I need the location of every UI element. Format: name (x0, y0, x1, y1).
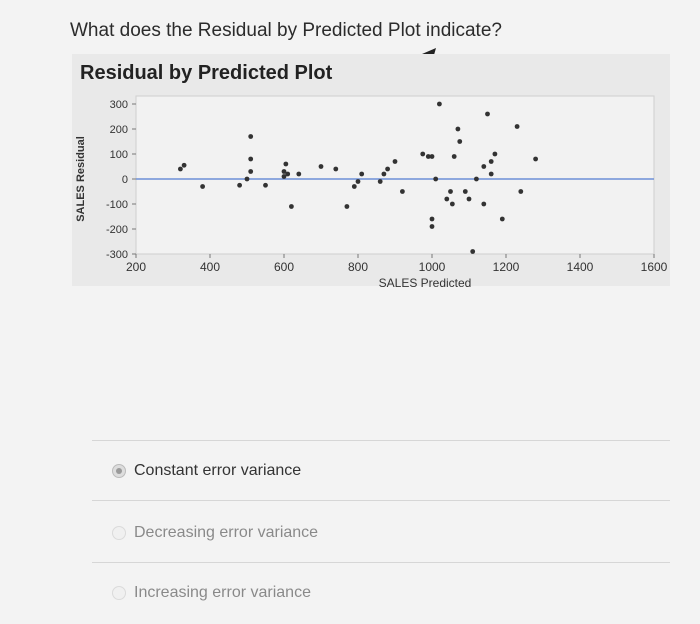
data-point (462, 189, 468, 194)
plot-area (135, 95, 655, 255)
data-point (392, 159, 398, 164)
data-point (248, 156, 254, 162)
data-point (283, 161, 289, 167)
data-point (474, 176, 479, 182)
data-point (178, 166, 183, 172)
data-point (359, 171, 365, 177)
data-point (470, 249, 476, 254)
plot-title: Residual by Predicted Plot (80, 62, 333, 84)
x-tick-label: 1200 (493, 260, 520, 274)
data-point (285, 171, 291, 177)
data-point (466, 196, 472, 202)
data-point (455, 126, 461, 132)
data-point (181, 162, 187, 168)
data-point (514, 124, 520, 129)
data-point (499, 216, 505, 222)
data-point (451, 154, 457, 159)
radio-selected-icon[interactable] (112, 464, 126, 478)
data-point (289, 204, 294, 209)
question-text: What does the Residual by Predicted Plot… (70, 20, 502, 41)
x-tick-label: 1000 (419, 260, 446, 274)
y-tick-label: -300 (106, 249, 128, 261)
y-axis-label: SALES Residual (75, 136, 87, 222)
data-point (488, 159, 494, 164)
data-point (533, 156, 538, 162)
data-point (485, 111, 490, 117)
data-point (318, 164, 324, 169)
data-point (281, 169, 287, 174)
data-point (425, 154, 431, 159)
data-point (448, 189, 453, 194)
data-point (244, 176, 250, 182)
data-point (481, 164, 487, 169)
option-increasing-error-variance[interactable]: Increasing error variance (112, 584, 311, 602)
divider (92, 440, 670, 441)
data-point (518, 189, 524, 194)
data-point (449, 201, 455, 207)
data-point (296, 171, 302, 177)
data-point (333, 166, 339, 172)
y-tick-label: 300 (110, 99, 128, 111)
data-point (385, 166, 390, 172)
x-tick-label: 800 (348, 260, 368, 274)
data-point (429, 216, 435, 222)
option-constant-error-variance[interactable]: Constant error variance (112, 462, 301, 480)
y-tick-label: 200 (110, 124, 128, 136)
data-point (200, 184, 206, 189)
data-point (437, 101, 442, 107)
data-point (457, 139, 463, 144)
data-point (281, 174, 287, 179)
y-tick-label: -100 (106, 199, 128, 211)
x-axis-label: SALES Predicted (379, 276, 472, 290)
data-point (344, 204, 350, 209)
x-tick-label: 1600 (641, 260, 668, 274)
option-decreasing-error-variance[interactable]: Decreasing error variance (112, 524, 318, 542)
option-label: Increasing error variance (134, 584, 311, 601)
data-point (429, 224, 435, 229)
data-point (429, 154, 435, 159)
divider (92, 562, 670, 563)
data-point (420, 151, 426, 157)
data-point (237, 182, 243, 188)
option-label: Decreasing error variance (134, 524, 319, 541)
x-tick-label: 200 (126, 260, 146, 274)
data-point (400, 189, 405, 194)
x-tick-label: 1400 (567, 260, 594, 274)
y-tick-label: 100 (110, 149, 128, 161)
x-tick-label: 400 (200, 260, 220, 274)
data-point (488, 171, 494, 177)
radio-icon[interactable] (112, 586, 126, 600)
data-point (377, 179, 383, 184)
data-point (351, 184, 357, 189)
x-tick-label: 600 (274, 260, 294, 274)
data-point (248, 169, 254, 174)
data-point (433, 176, 439, 182)
radio-icon[interactable] (112, 526, 126, 540)
y-tick-label: 0 (122, 174, 128, 186)
data-point (263, 182, 268, 188)
data-point (492, 151, 498, 157)
data-point (381, 171, 387, 177)
data-point (481, 201, 487, 207)
y-tick-label: -200 (106, 224, 128, 236)
data-point (355, 179, 361, 184)
option-label: Constant error variance (134, 462, 302, 479)
data-point (248, 134, 254, 139)
divider (92, 500, 670, 501)
data-point (444, 196, 450, 202)
